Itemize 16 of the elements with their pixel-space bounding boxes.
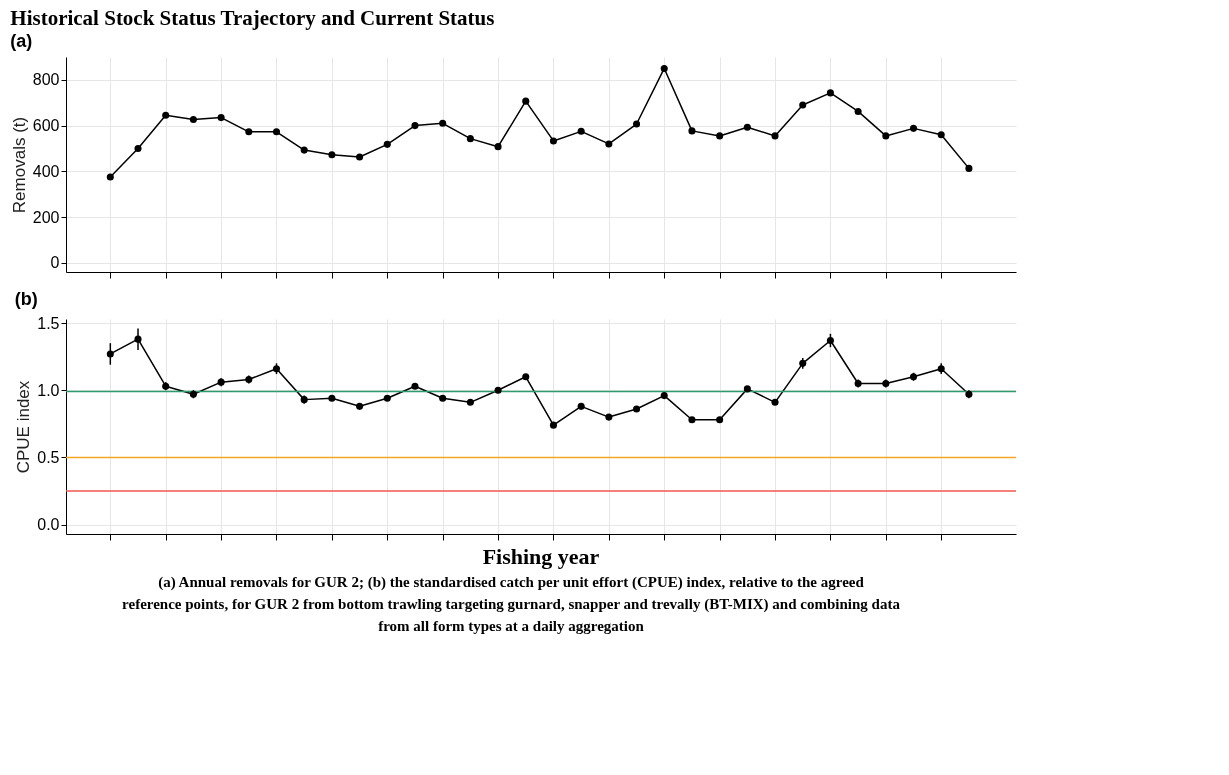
text: (a) Annual removals for GUR 2; (b) the standardised catch per unit effort (CPUE) index, relative to the agreed reference points, for GUR 2 from bottom trawling targeting gurnard, snapper and trevally (BT-MIX) and combining data from all form types at a daily aggregation — [122, 574, 901, 634]
y-tick-label: 800 — [32, 71, 60, 89]
y-tick-label: 0.5 — [37, 448, 60, 466]
chart-title: Historical Stock Status Trajectory and Current Status — [10, 6, 495, 30]
y-tick-label: 1.0 — [37, 381, 60, 399]
y-tick-label: 200 — [32, 208, 60, 226]
chart-subtitle: (a) — [10, 31, 33, 51]
x-axis-title: Fishing year — [482, 544, 600, 569]
y-axis-title: Removals (t) — [9, 116, 29, 214]
y-tick-label: 1.5 — [37, 314, 60, 332]
chart-title: (b) — [14, 289, 38, 310]
y-tick-label: 0 — [50, 254, 60, 272]
y-tick-label: 600 — [32, 117, 60, 135]
y-tick-label: 0.0 — [37, 516, 60, 534]
y-tick-label: 400 — [32, 162, 60, 180]
y-axis-title: CPUE index — [14, 380, 34, 474]
